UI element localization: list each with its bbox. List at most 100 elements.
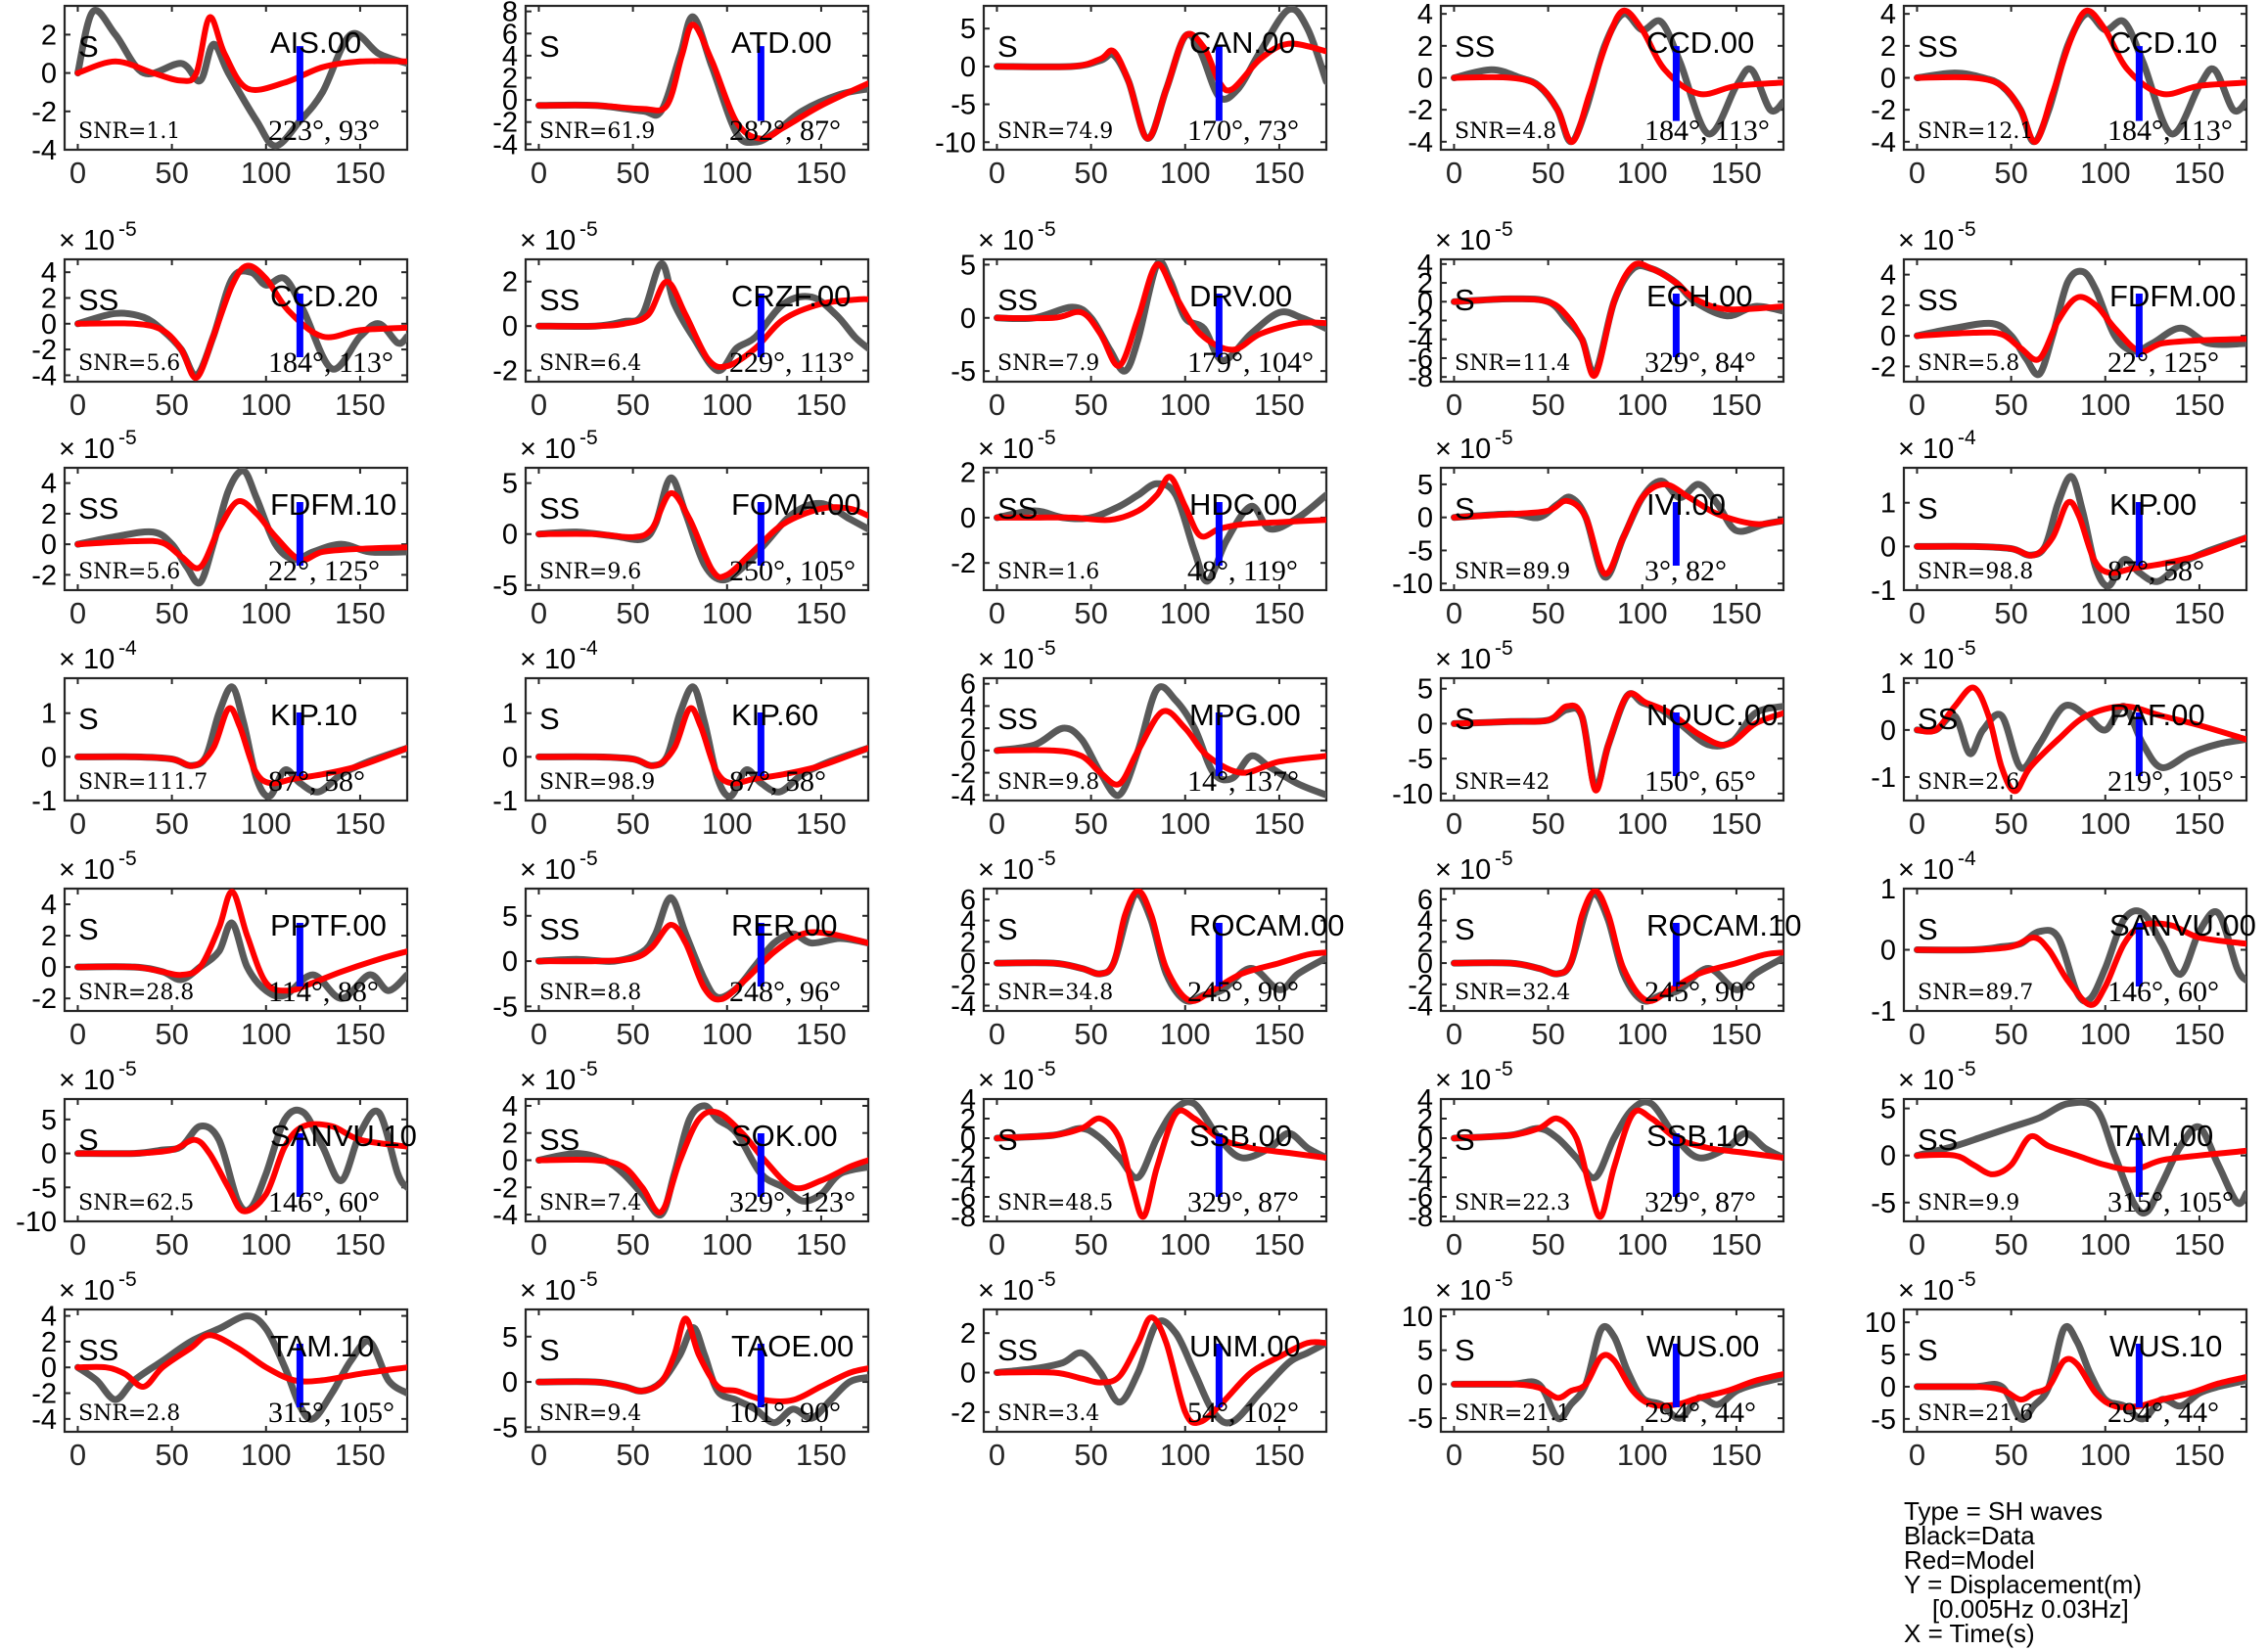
model-trace bbox=[994, 474, 1326, 540]
y-tick-label: 1 bbox=[502, 699, 518, 730]
x-tick-label: 0 bbox=[989, 806, 1005, 841]
y-tick-label: 2 bbox=[41, 283, 57, 314]
x-tick-label: 0 bbox=[531, 806, 547, 841]
model-trace bbox=[1451, 1352, 1783, 1409]
model-trace bbox=[1451, 889, 1783, 1004]
axes-box bbox=[1439, 676, 1785, 803]
station-label: ECH.00 bbox=[1646, 279, 1753, 313]
axes-box bbox=[1902, 1307, 2248, 1434]
station-label: CRZF.00 bbox=[731, 279, 851, 313]
model-trace bbox=[994, 1314, 1326, 1427]
snr-label: SNR=62.5 bbox=[78, 1191, 194, 1215]
snr-label: SNR=89.7 bbox=[1918, 981, 2033, 1005]
angle-label: 22°, 125° bbox=[268, 555, 380, 587]
x-tick-label: 50 bbox=[1531, 806, 1564, 841]
y-tick-label: 4 bbox=[1880, 260, 1896, 292]
x-tick-label: 150 bbox=[1254, 156, 1305, 190]
y-tick-label: 2 bbox=[502, 267, 518, 298]
y-tick-label: -2 bbox=[492, 356, 518, 388]
angle-label: 329°, 87° bbox=[1187, 1186, 1299, 1218]
data-trace bbox=[1451, 1323, 1783, 1423]
snr-label: SNR=1.6 bbox=[997, 560, 1099, 584]
y-tick-label: 4 bbox=[1417, 0, 1433, 30]
x-tick-label: 50 bbox=[1531, 1227, 1564, 1261]
y-tick-label: -5 bbox=[492, 991, 518, 1023]
x-tick-label: 150 bbox=[1711, 596, 1762, 630]
x-tick-label: 150 bbox=[335, 1438, 386, 1472]
x-tick-label: 0 bbox=[1446, 1438, 1462, 1472]
y-tick-label: 0 bbox=[1880, 64, 1896, 95]
x-tick-label: 150 bbox=[1254, 596, 1305, 630]
x-tick-label: 50 bbox=[1074, 596, 1107, 630]
x-tick-label: 100 bbox=[1617, 156, 1668, 190]
data-trace bbox=[535, 1102, 868, 1218]
x-tick-label: 100 bbox=[1617, 388, 1668, 422]
model-trace bbox=[1451, 7, 1783, 145]
phase-label: SS bbox=[1455, 29, 1495, 64]
phase-label: S bbox=[1918, 491, 1938, 526]
legend-type: Type = SH waves bbox=[1904, 1496, 2104, 1526]
y-tick-label: -4 bbox=[31, 1404, 57, 1436]
y-tick-label: 0 bbox=[502, 1146, 518, 1177]
axes-box bbox=[982, 466, 1328, 592]
x-tick-label: 100 bbox=[1617, 1017, 1668, 1051]
data-trace bbox=[1914, 1099, 2246, 1217]
x-tick-label: 50 bbox=[1994, 1227, 2027, 1261]
x-tick-label: 150 bbox=[2174, 806, 2225, 841]
y-tick-label: 5 bbox=[1880, 1340, 1896, 1371]
y-tick-label: 4 bbox=[1417, 906, 1433, 938]
angle-label: 248°, 96° bbox=[729, 976, 841, 1008]
x-tick-label: 100 bbox=[702, 596, 753, 630]
y-exponent-label: × 10 bbox=[59, 225, 115, 256]
y-tick-label: 0 bbox=[41, 952, 57, 984]
y-exponent-label: × 10 bbox=[1898, 225, 1954, 256]
snr-label: SNR=98.8 bbox=[1918, 560, 2033, 584]
y-tick-label: 2 bbox=[41, 20, 57, 51]
y-tick-label: -10 bbox=[1392, 569, 1433, 600]
data-trace bbox=[994, 1099, 1326, 1181]
x-tick-label: 100 bbox=[1160, 1017, 1211, 1051]
y-tick-label: -5 bbox=[950, 356, 976, 388]
y-tick-label: -6 bbox=[1408, 1182, 1433, 1214]
snr-label: SNR=11.4 bbox=[1455, 351, 1570, 376]
y-exponent-label: × 10 bbox=[1898, 644, 1954, 675]
angle-label: 219°, 105° bbox=[2107, 765, 2234, 798]
phase-label: S bbox=[539, 702, 560, 736]
x-tick-label: 100 bbox=[2080, 156, 2131, 190]
x-tick-label: 100 bbox=[1617, 1438, 1668, 1472]
y-exponent-power: -5 bbox=[118, 427, 137, 449]
y-tick-label: -5 bbox=[1871, 1404, 1896, 1436]
phase-label: SS bbox=[539, 1123, 579, 1157]
phase-label: SS bbox=[997, 283, 1038, 317]
x-tick-label: 0 bbox=[1909, 596, 1925, 630]
angle-label: 146°, 60° bbox=[2107, 976, 2219, 1008]
angle-label: 184°, 113° bbox=[2107, 115, 2233, 147]
station-label: KIP.10 bbox=[270, 698, 357, 732]
model-trace bbox=[535, 22, 868, 142]
angle-label: 315°, 105° bbox=[2107, 1186, 2234, 1218]
model-trace bbox=[994, 708, 1326, 788]
station-panel: 0 50 100 150 -2 0 2× 10 -5 SS UNM.00 SNR=3.4 54°, 1… bbox=[950, 1268, 1328, 1472]
x-tick-label: 100 bbox=[1617, 806, 1668, 841]
y-exponent-power: -5 bbox=[1495, 218, 1513, 241]
y-tick-label: -2 bbox=[950, 970, 976, 1001]
y-tick-label: -5 bbox=[1408, 535, 1433, 567]
y-exponent-label: × 10 bbox=[1435, 1065, 1491, 1096]
y-tick-label: -8 bbox=[1408, 362, 1433, 393]
y-tick-label: 5 bbox=[502, 1322, 518, 1353]
x-tick-label: 0 bbox=[1909, 388, 1925, 422]
y-tick-label: 6 bbox=[502, 19, 518, 50]
phase-label: SS bbox=[78, 491, 118, 526]
y-tick-label: -1 bbox=[492, 786, 518, 817]
x-tick-label: 0 bbox=[1446, 1017, 1462, 1051]
y-tick-label: -4 bbox=[950, 780, 976, 811]
snr-label: SNR=21.6 bbox=[1918, 1401, 2033, 1426]
x-tick-label: 100 bbox=[241, 1438, 292, 1472]
station-label: ROCAM.10 bbox=[1646, 908, 1801, 942]
y-exponent-power: -5 bbox=[579, 848, 598, 870]
